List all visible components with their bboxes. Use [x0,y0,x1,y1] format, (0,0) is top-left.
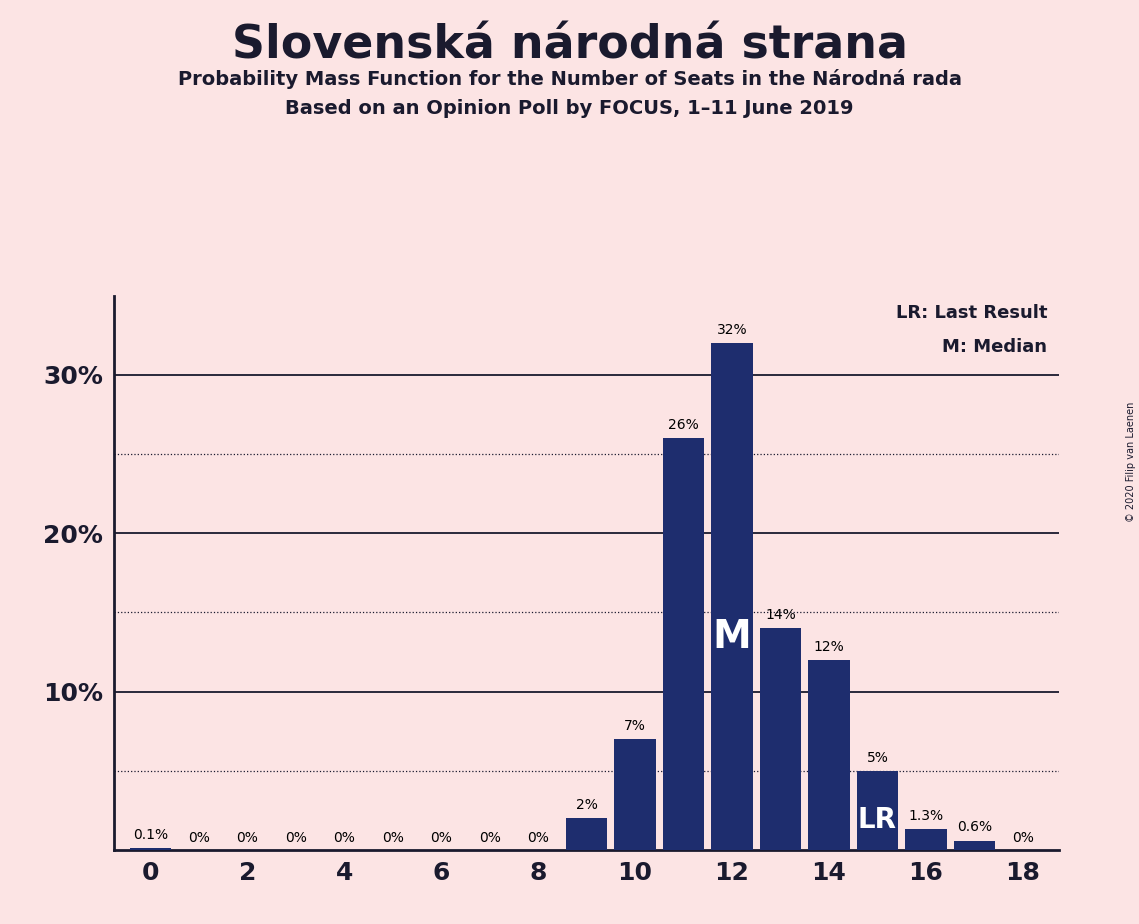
Text: 0%: 0% [285,831,306,845]
Text: 5%: 5% [867,750,888,764]
Text: 1.3%: 1.3% [909,809,943,823]
Text: LR: LR [858,806,898,834]
Text: 0%: 0% [188,831,210,845]
Text: LR: Last Result: LR: Last Result [895,304,1047,322]
Text: 2%: 2% [575,798,598,812]
Bar [130,848,171,850]
Text: 32%: 32% [716,322,747,337]
Text: 0%: 0% [431,831,452,845]
Text: Probability Mass Function for the Number of Seats in the Národná rada: Probability Mass Function for the Number… [178,69,961,90]
Bar [857,771,898,850]
Text: 0%: 0% [527,831,549,845]
Bar [566,819,607,850]
Text: 26%: 26% [669,418,699,432]
Text: 0%: 0% [382,831,403,845]
Text: Based on an Opinion Poll by FOCUS, 1–11 June 2019: Based on an Opinion Poll by FOCUS, 1–11 … [285,99,854,118]
Bar [712,343,753,850]
Bar [663,438,704,850]
Text: 0%: 0% [236,831,259,845]
Text: 0.1%: 0.1% [133,828,167,842]
Bar [760,628,801,850]
Text: Slovenská národná strana: Slovenská národná strana [231,23,908,68]
Bar [906,830,947,850]
Text: M: Median: M: Median [942,338,1047,357]
Bar [953,841,995,850]
Bar [614,739,656,850]
Text: 14%: 14% [765,608,796,622]
Bar [809,660,850,850]
Text: © 2020 Filip van Laenen: © 2020 Filip van Laenen [1126,402,1136,522]
Text: 12%: 12% [813,639,844,653]
Text: 0.6%: 0.6% [957,821,992,834]
Text: 0%: 0% [1011,831,1034,845]
Text: M: M [713,618,752,656]
Text: 0%: 0% [334,831,355,845]
Text: 7%: 7% [624,719,646,733]
Text: 0%: 0% [478,831,500,845]
